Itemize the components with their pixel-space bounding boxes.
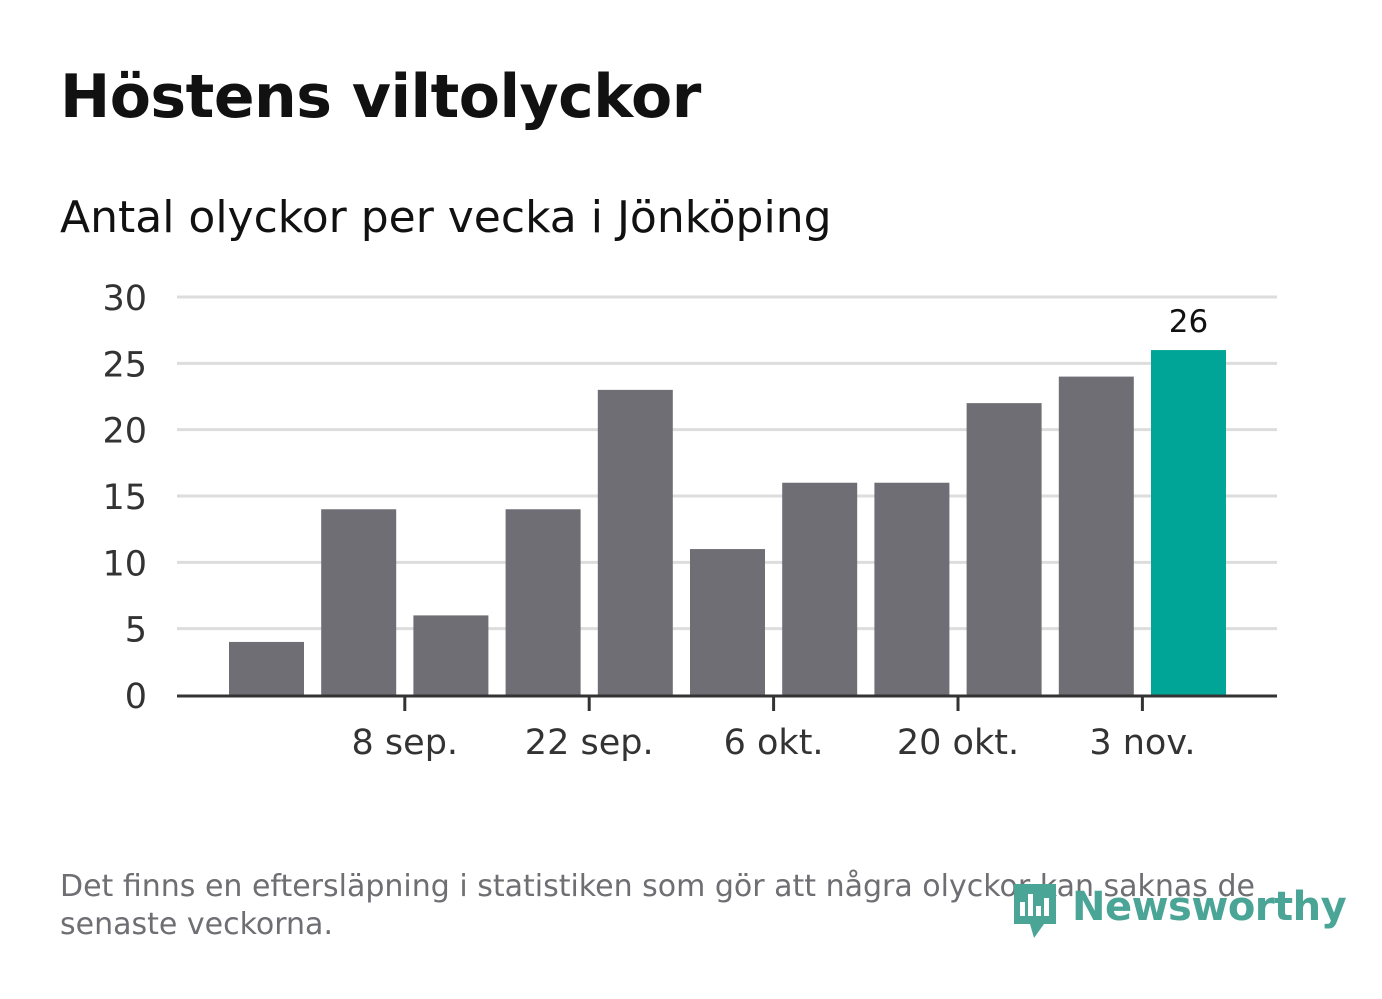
- newsworthy-logo-text: Newsworthy: [1072, 884, 1347, 930]
- y-tick-label: 0: [125, 677, 147, 717]
- bar: [690, 549, 765, 695]
- bar: [1058, 376, 1134, 695]
- x-axis-ticks: 8 sep. 22 sep. 6 okt. 20 okt. 3 nov.: [352, 697, 1195, 763]
- bar-chart: 0 5 10 15 20 25 30 26 8 sep. 22 sep. 6 okt. 20 ok…: [102, 279, 1277, 763]
- bar: [782, 482, 858, 695]
- data-label: 26: [1169, 304, 1208, 340]
- bar: [413, 615, 489, 695]
- y-tick-label: 5: [125, 611, 147, 651]
- x-tick-label: 6 okt.: [724, 723, 824, 763]
- y-tick-label: 20: [102, 412, 147, 452]
- y-tick-label: 15: [102, 478, 147, 518]
- x-tick-label: 20 okt.: [897, 723, 1019, 763]
- y-tick-label: 30: [102, 279, 147, 319]
- bars: [229, 350, 1226, 695]
- bar: [597, 389, 673, 695]
- y-tick-label: 10: [102, 544, 147, 584]
- x-tick-label: 3 nov.: [1089, 723, 1195, 763]
- chart-title: Höstens viltolyckor: [60, 62, 701, 132]
- bar: [874, 482, 950, 695]
- bar: [229, 641, 304, 695]
- bar: [505, 509, 581, 695]
- data-labels: 26: [1169, 304, 1208, 340]
- bar: [966, 403, 1042, 695]
- newsworthy-logo-icon: [1014, 884, 1056, 938]
- x-tick-label: 22 sep.: [525, 723, 654, 763]
- y-tick-label: 25: [102, 345, 147, 385]
- bar-highlighted: [1151, 350, 1226, 695]
- chart-subtitle: Antal olyckor per vecka i Jönköping: [60, 192, 832, 243]
- newsworthy-logo: Newsworthy: [1010, 872, 1347, 942]
- bar: [321, 509, 397, 695]
- x-tick-label: 8 sep.: [352, 723, 459, 763]
- y-axis-ticks: 0 5 10 15 20 25 30: [102, 279, 147, 717]
